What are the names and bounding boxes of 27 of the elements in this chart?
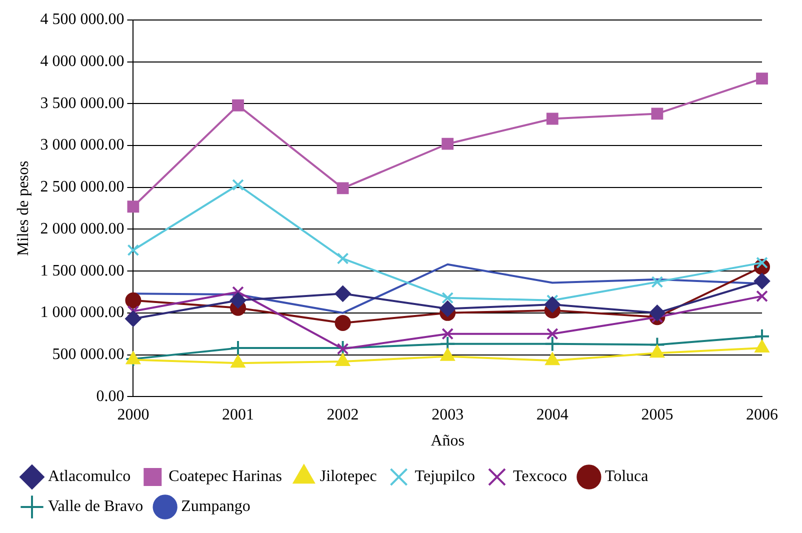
y-tick-label: 2 000 000.00 xyxy=(40,220,124,238)
x-tick-label: 2005 xyxy=(641,406,674,424)
x-tick-label: 2001 xyxy=(222,406,254,424)
y-tick-label: 3 000 000.00 xyxy=(40,136,124,154)
legend-label: Toluca xyxy=(604,468,648,486)
x-tick-label: 2006 xyxy=(746,406,778,424)
y-tick-label: 1 500 000.00 xyxy=(40,262,124,280)
y-axis-title: Miles de pesos xyxy=(14,160,32,256)
legend-label: Texcoco xyxy=(512,468,567,486)
legend-label: Coatepec Harinas xyxy=(168,468,282,486)
x-tick-label: 2003 xyxy=(432,406,464,424)
x-tick-label: 2004 xyxy=(536,406,568,424)
y-tick-label: 2 500 000.00 xyxy=(40,178,124,196)
x-tick-label: 2000 xyxy=(117,406,150,424)
y-tick-label: 4 500 000.00 xyxy=(40,11,124,28)
x-axis-title: Años xyxy=(430,432,464,450)
y-tick-label: 0.00 xyxy=(96,388,124,405)
y-tick-label: 3 500 000.00 xyxy=(40,94,124,112)
legend-label: Tejupilco xyxy=(414,468,475,486)
legend-label: Atlacomulco xyxy=(48,468,131,486)
y-tick-label: 500 000.00 xyxy=(52,346,124,363)
y-tick-label: 1 000 000.00 xyxy=(40,304,124,322)
legend-label: Valle de Bravo xyxy=(48,498,144,516)
legend-label: Zumpango xyxy=(181,498,250,516)
x-tick-label: 2002 xyxy=(326,406,359,424)
legend-label: Jilotepec xyxy=(320,468,377,486)
y-tick-label: 4 000 000.00 xyxy=(40,53,124,70)
